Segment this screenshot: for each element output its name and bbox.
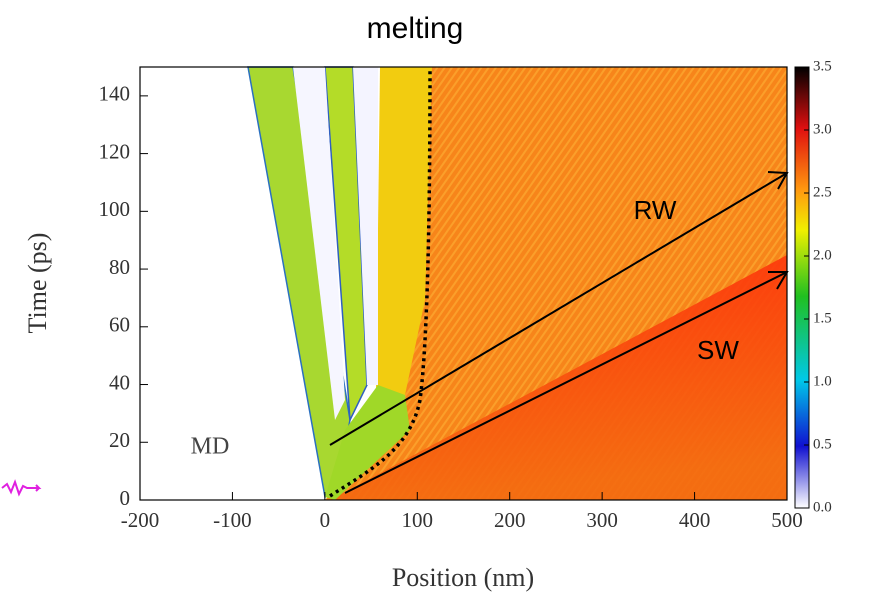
colorbar-tick-label: 2.5 [813,184,832,200]
rw-arrow [329,172,788,446]
annotation: SW [697,335,739,365]
y-tick-label: 0 [120,486,131,510]
melting-front [329,66,432,498]
y-tick-label: 140 [99,82,131,106]
colorbar-tick-label: 3.5 [813,58,832,74]
colorbar-tick-label: 0.0 [813,499,832,515]
y-axis-label: Time (ps) [23,233,52,334]
annotation: RW [634,195,677,225]
y-tick-label: 40 [109,370,130,394]
y-tick-label: 100 [99,197,131,221]
x-tick-label: 300 [586,508,618,532]
x-tick-label: 200 [494,508,526,532]
annotation: MD [191,434,230,460]
x-tick-label: 500 [771,508,803,532]
decoration [1,479,42,497]
x-axis-label: Position (nm) [392,563,534,592]
field-region [293,67,345,420]
x-tick-label: 0 [320,508,331,532]
colorbar [794,66,810,509]
field-region [330,255,787,500]
x-tick-label: 400 [679,508,711,532]
y-tick-label: 80 [109,255,130,279]
colorbar-tick-label: 3.0 [813,121,832,137]
colorbar-tick-label: 2.0 [813,247,832,263]
heatmap-field: RW SW MD [191,66,789,500]
field-region [376,67,432,395]
x-tick-label: -200 [121,508,160,532]
x-tick-label: 100 [402,508,434,532]
y-tick-label: 120 [99,139,131,163]
field-region [325,385,410,500]
colorbar-tick-label: 1.0 [813,373,832,389]
plot-frame [139,66,788,501]
x-tick-label: -100 [213,508,252,532]
chart-title: melting [367,12,464,45]
field-region [353,67,378,385]
sw-arrow [344,271,788,494]
colorbar-tick-label: 1.5 [813,310,832,326]
y-tick-label: 20 [109,428,130,452]
y-tick-label: 60 [109,313,130,337]
colorbar-tick-label: 0.5 [813,436,832,452]
